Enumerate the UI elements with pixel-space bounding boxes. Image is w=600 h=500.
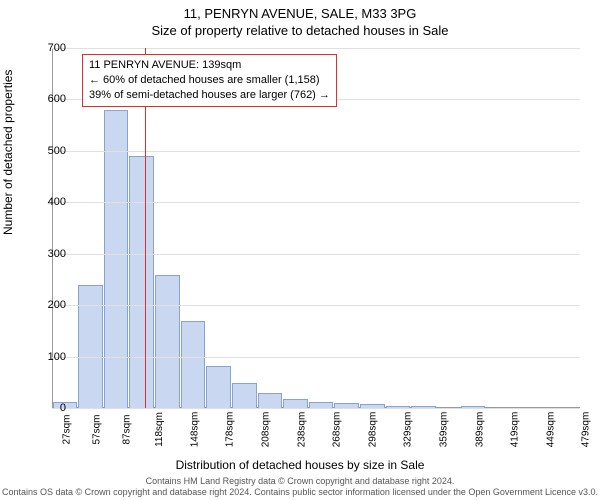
chart-title-main: 11, PENRYN AVENUE, SALE, M33 3PG: [0, 0, 600, 21]
grid-line: [52, 151, 580, 152]
histogram-bar: [258, 393, 283, 408]
info-line-1: 11 PENRYN AVENUE: 139sqm: [89, 58, 330, 73]
footer-line-1: Contains HM Land Registry data © Crown c…: [0, 476, 600, 487]
x-tick-label: 479sqm: [581, 412, 592, 448]
x-tick-label: 268sqm: [331, 412, 342, 448]
grid-line: [52, 408, 580, 409]
x-tick-label: 208sqm: [260, 412, 271, 448]
x-tick-label: 419sqm: [509, 412, 520, 448]
x-tick-label: 27sqm: [62, 414, 73, 444]
x-tick-label: 178sqm: [225, 412, 236, 448]
x-tick-label: 87sqm: [122, 414, 133, 444]
histogram-bar: [206, 366, 231, 408]
x-tick-label: 449sqm: [545, 412, 556, 448]
histogram-bar: [283, 399, 308, 408]
info-line-3: 39% of semi-detached houses are larger (…: [89, 88, 330, 103]
x-tick-label: 238sqm: [296, 412, 307, 448]
histogram-bar: [78, 285, 103, 408]
x-tick-label: 298sqm: [367, 412, 378, 448]
y-tick-label: 100: [26, 351, 66, 363]
histogram-bar: [129, 156, 154, 408]
x-tick-label: 329sqm: [403, 412, 414, 448]
y-tick-label: 300: [26, 248, 66, 260]
x-axis-title: Distribution of detached houses by size …: [0, 458, 600, 472]
histogram-bar: [104, 110, 129, 408]
histogram-bar: [232, 383, 257, 408]
x-tick-label: 118sqm: [154, 412, 165, 447]
x-labels-container: 27sqm57sqm87sqm118sqm148sqm178sqm208sqm2…: [52, 410, 580, 421]
grid-line: [52, 254, 580, 255]
info-line-2: ← 60% of detached houses are smaller (1,…: [89, 73, 330, 88]
histogram-bar: [155, 275, 180, 408]
y-tick-label: 0: [26, 402, 66, 414]
grid-line: [52, 48, 580, 49]
x-tick-label: 57sqm: [92, 414, 103, 444]
chart-title-sub: Size of property relative to detached ho…: [0, 21, 600, 38]
histogram-bar: [181, 321, 206, 408]
y-axis-title: Number of detached properties: [1, 70, 15, 235]
grid-line: [52, 305, 580, 306]
y-tick-label: 600: [26, 93, 66, 105]
x-tick-label: 148sqm: [189, 412, 200, 448]
y-tick-label: 700: [26, 42, 66, 54]
marker-info-box: 11 PENRYN AVENUE: 139sqm ← 60% of detach…: [82, 54, 337, 107]
grid-line: [52, 357, 580, 358]
y-tick-label: 200: [26, 299, 66, 311]
x-tick-label: 359sqm: [438, 412, 449, 448]
footer-attribution: Contains HM Land Registry data © Crown c…: [0, 476, 600, 498]
y-tick-label: 400: [26, 196, 66, 208]
chart-plot-area: 11 PENRYN AVENUE: 139sqm ← 60% of detach…: [52, 48, 580, 408]
grid-line: [52, 202, 580, 203]
footer-line-2: Contains OS data © Crown copyright and d…: [0, 487, 600, 498]
x-tick-label: 389sqm: [474, 412, 485, 448]
y-tick-label: 500: [26, 145, 66, 157]
